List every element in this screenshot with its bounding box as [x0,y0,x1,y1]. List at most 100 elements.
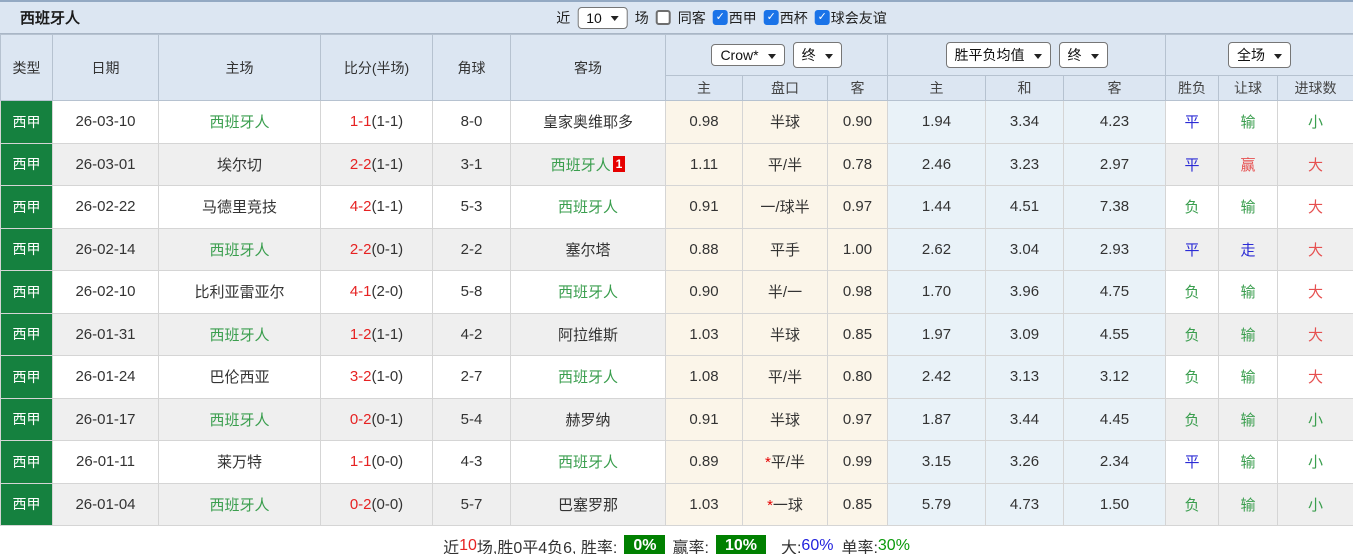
friendly-filter-checkbox[interactable]: ✓ [814,10,830,25]
away-team-name: 阿拉维斯 [557,326,618,344]
chevron-down-icon [1090,53,1099,59]
profit-label: 赢率: [672,540,709,554]
handicap-result-text: 输 [1240,369,1256,387]
away-team-name: 赫罗纳 [565,411,611,429]
table-row: 西甲 26-02-14 西班牙人 2-2(0-1) 2-2 塞尔塔 0.88 平… [0,227,1353,271]
asian-handicap-cell: *平/半 [742,440,828,484]
away-team-cell: 阿拉维斯 [510,312,666,356]
home-team-cell: 比利亚雷亚尔 [158,270,321,314]
handicap-result-text: 输 [1240,199,1256,217]
euro-draw-odds-cell: 3.09 [985,312,1065,356]
table-row: 西甲 26-02-22 马德里竞技 4-2(1-1) 5-3 西班牙人 0.91… [0,185,1353,229]
date-cell: 26-01-24 [52,355,159,399]
unit-label: 场 [634,9,649,26]
euro-away-odds-cell: 7.38 [1063,185,1167,229]
euro-odds-select[interactable]: 胜平负均值 [945,42,1051,68]
win-rate-badge: 0% [624,535,666,554]
handicap-star: * [767,496,773,514]
asian-handicap-cell: 平/半 [742,355,828,399]
col-header-type: 类型 [0,34,53,101]
single-rate: 30% [877,537,910,554]
halftime-score: (0-0) [371,495,404,513]
scope-select[interactable]: 全场 [1228,42,1292,68]
recent-count-select[interactable]: 10 [577,6,628,29]
chevron-down-icon [767,53,776,59]
away-team-cell: 西班牙人 1 [510,142,666,186]
goals-result-text: 小 [1308,496,1324,514]
away-team-cell: 巴塞罗那 [510,482,666,526]
table-row: 西甲 26-01-24 巴伦西亚 3-2(1-0) 2-7 西班牙人 1.08 … [0,355,1353,399]
fulltime-score: 1-1 [349,113,372,131]
profit-rate-badge: 10% [715,535,766,554]
score-cell: 2-2(0-1) [320,227,433,271]
home-team-name: 马德里竞技 [201,199,277,217]
handicap-result-cell: 输 [1218,100,1279,144]
euro-away-odds-cell: 2.93 [1063,227,1167,271]
single-label: 单率: [841,540,878,554]
home-team-cell: 西班牙人 [158,482,321,526]
handicap-text: 平/半 [770,454,805,472]
fulltime-score: 4-1 [349,283,372,301]
col-header-score: 比分(半场) [320,34,433,101]
handicap-result-cell: 输 [1218,440,1279,484]
goals-result-text: 小 [1308,411,1324,429]
euro-away-odds-cell: 4.75 [1063,270,1167,314]
halftime-score: (1-1) [371,155,404,173]
outcome-text: 负 [1184,411,1200,429]
outcome-text: 负 [1184,199,1200,217]
asian-odds-time-select[interactable]: 终 [792,42,842,68]
chevron-down-icon [1033,53,1042,59]
chevron-down-icon [824,53,833,59]
corners-cell: 5-8 [432,270,511,314]
euro-away-odds-cell: 4.55 [1063,312,1167,356]
asian-handicap-cell: 半球 [742,397,828,441]
goals-result-text: 大 [1308,241,1324,259]
halftime-score: (1-1) [371,113,404,131]
home-team-cell: 莱万特 [158,440,321,484]
goals-result-cell: 大 [1277,185,1353,229]
big-rate: 60% [801,537,834,554]
title-bar: 西班牙人 近 10 场 同客 ✓ 西甲 ✓ 西杯 ✓ 球会友谊 [0,0,1353,34]
handicap-result-text: 走 [1240,241,1256,259]
euro-home-odds-cell: 2.46 [887,142,987,186]
league-filter-checkbox[interactable]: ✓ [712,10,728,25]
handicap-result-cell: 输 [1218,312,1279,356]
table-row: 西甲 26-01-04 西班牙人 0-2(0-0) 5-7 巴塞罗那 1.03 … [0,482,1353,526]
fulltime-score: 4-2 [349,198,372,216]
asian-away-odds-cell: 0.78 [826,142,889,186]
euro-draw-odds-cell: 3.04 [985,227,1065,271]
euro-draw-odds-cell: 4.51 [985,185,1065,229]
red-card-badge: 1 [612,155,626,172]
euro-odds-time-select[interactable]: 终 [1058,42,1108,68]
outcome-cell: 负 [1165,185,1220,229]
handicap-text: 半球 [769,326,800,344]
asian-home-odds-cell: 1.03 [665,482,743,526]
odds-company-select[interactable]: Crow* [711,44,785,66]
outcome-cell: 平 [1165,440,1220,484]
date-cell: 26-02-10 [52,270,159,314]
asian-handicap-cell: 平/半 [742,142,828,186]
league-cell: 西甲 [0,227,53,271]
euro-away-odds-cell: 4.23 [1063,100,1167,144]
handicap-text: 半/一 [767,284,803,302]
home-team-name: 巴伦西亚 [209,369,270,387]
asian-away-odds-cell: 0.99 [826,440,889,484]
handicap-text: 半球 [769,411,800,429]
halftime-score: (1-0) [371,368,404,386]
outcome-text: 负 [1184,369,1200,387]
asian-away-odds-cell: 0.85 [826,482,889,526]
col-header-home: 主场 [158,34,321,101]
handicap-result-cell: 输 [1218,355,1279,399]
same-away-checkbox[interactable] [655,10,671,25]
fulltime-score: 0-2 [349,495,372,513]
handicap-text: 平手 [769,241,800,259]
outcome-cell: 负 [1165,355,1220,399]
euro-draw-odds-cell: 3.44 [985,397,1065,441]
cup-filter-checkbox[interactable]: ✓ [763,10,779,25]
chevron-down-icon [610,16,619,21]
summary-text: 场,胜0平4负6, 胜率: [476,540,618,554]
euro-away-odds-cell: 4.45 [1063,397,1167,441]
goals-result-text: 大 [1308,199,1324,217]
handicap-result-cell: 赢 [1218,142,1279,186]
asian-home-odds-cell: 1.11 [665,142,743,186]
